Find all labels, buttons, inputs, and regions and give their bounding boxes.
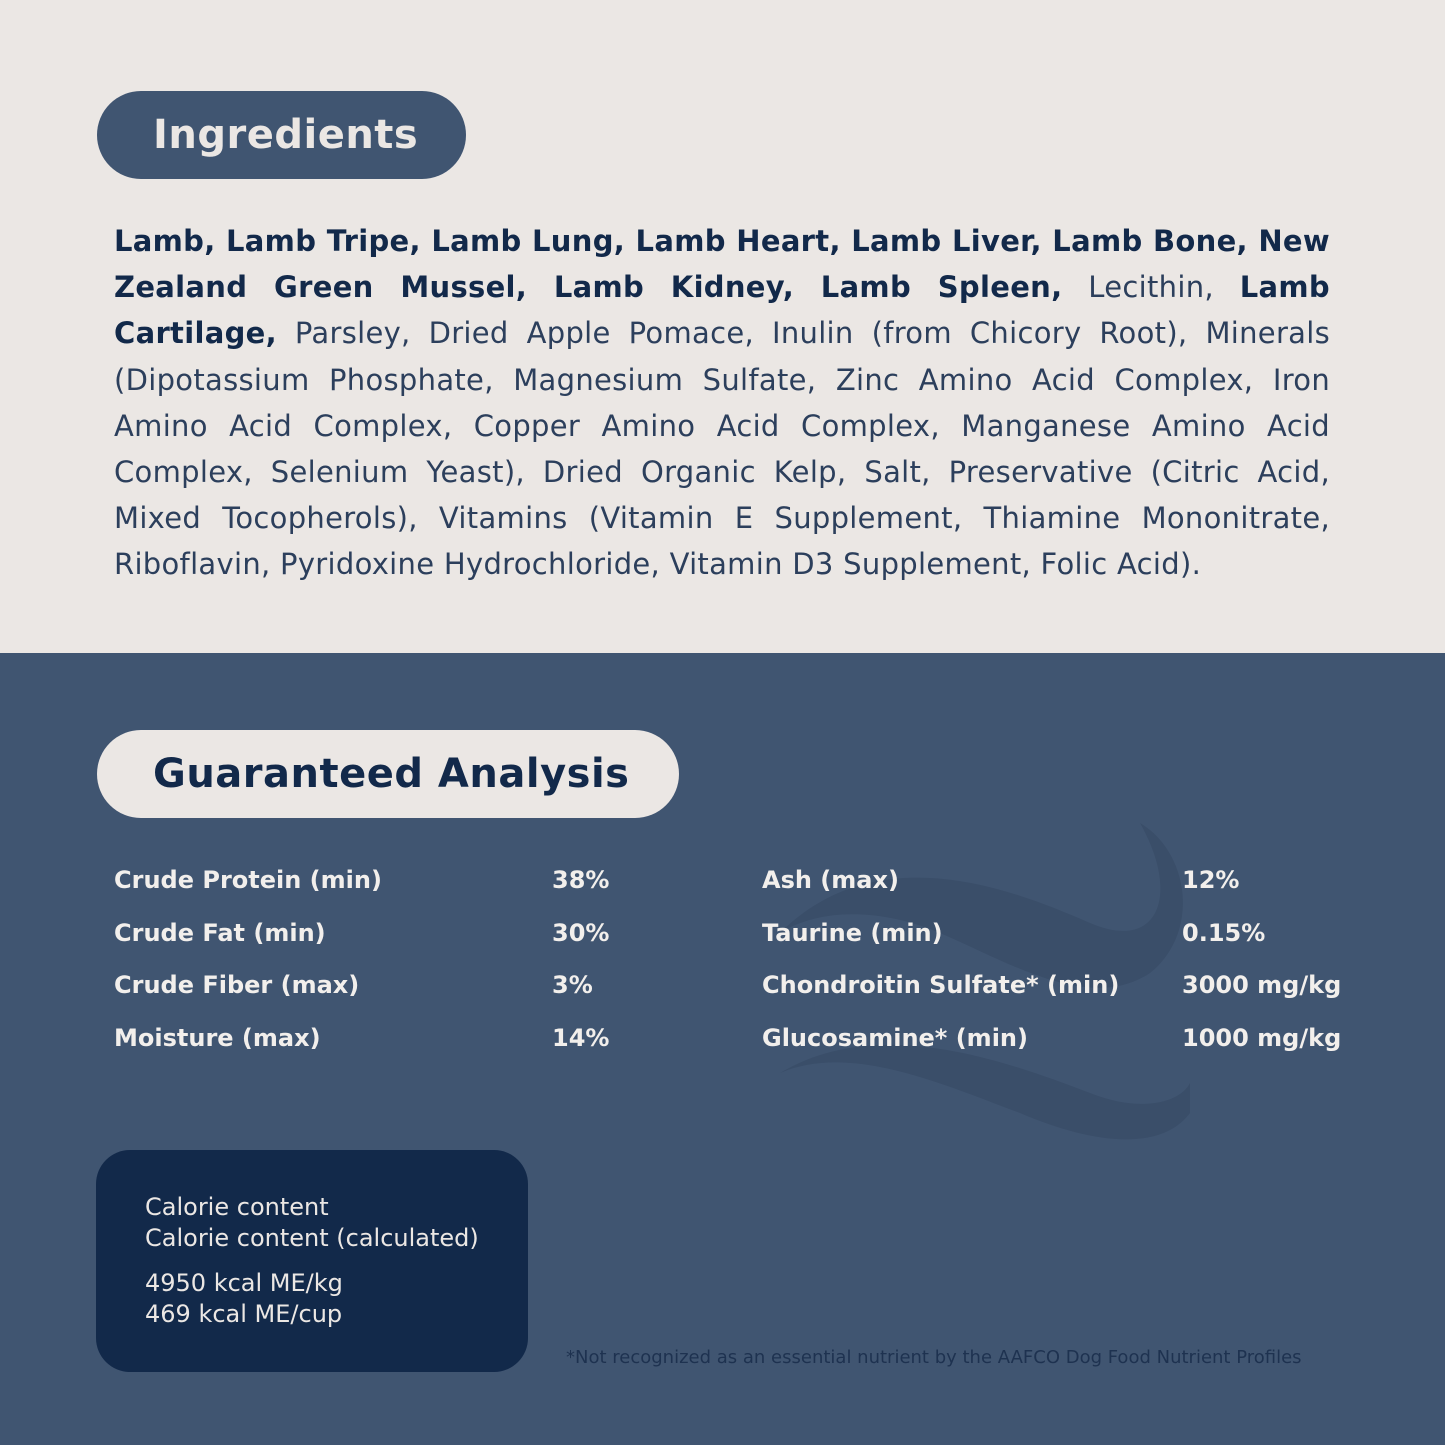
ingredients-list: Lamb, Lamb Tripe, Lamb Lung, Lamb Heart,…: [114, 218, 1330, 588]
analysis-label: Glucosamine* (min): [762, 1024, 1028, 1052]
ingredient-segment: Lamb Cartilage,: [114, 270, 1330, 351]
ingredient-segment: Lamb, Lamb Tripe, Lamb Lung, Lamb Heart,…: [114, 224, 1330, 305]
analysis-value: 14%: [552, 1024, 610, 1052]
analysis-label: Taurine (min): [762, 919, 943, 947]
analysis-value: 12%: [1182, 866, 1240, 894]
analysis-label: Crude Fiber (max): [114, 971, 360, 999]
analysis-value: 30%: [552, 919, 610, 947]
analysis-value: 1000 mg/kg: [1182, 1024, 1342, 1052]
wave-icon: [780, 823, 1190, 1140]
ingredients-section: Ingredients Lamb, Lamb Tripe, Lamb Lung,…: [0, 0, 1445, 653]
analysis-label: Chondroitin Sulfate* (min): [762, 971, 1120, 999]
calorie-label-calculated: Calorie content (calculated): [145, 1224, 479, 1252]
analysis-value: 3000 mg/kg: [1182, 971, 1342, 999]
analysis-value: 38%: [552, 866, 610, 894]
ingredient-segment: Parsley, Dried Apple Pomace, Inulin (fro…: [114, 316, 1330, 582]
analysis-value: 0.15%: [1182, 919, 1266, 947]
calorie-per-kg: 4950 kcal ME/kg: [145, 1269, 343, 1297]
calorie-label: Calorie content: [145, 1193, 329, 1221]
calorie-box: Calorie content Calorie content (calcula…: [96, 1150, 528, 1372]
ingredient-segment: Lecithin,: [1062, 270, 1240, 305]
analysis-title: Guaranteed Analysis: [97, 730, 679, 818]
analysis-label: Ash (max): [762, 866, 899, 894]
ingredients-title: Ingredients: [97, 91, 466, 179]
analysis-label: Moisture (max): [114, 1024, 321, 1052]
analysis-label: Crude Fat (min): [114, 919, 326, 947]
analysis-section: Guaranteed Analysis Crude Protein (min) …: [0, 653, 1445, 1445]
footnote: *Not recognized as an essential nutrient…: [566, 1347, 1302, 1368]
analysis-value: 3%: [552, 971, 593, 999]
analysis-label: Crude Protein (min): [114, 866, 382, 894]
calorie-per-cup: 469 kcal ME/cup: [145, 1300, 343, 1328]
